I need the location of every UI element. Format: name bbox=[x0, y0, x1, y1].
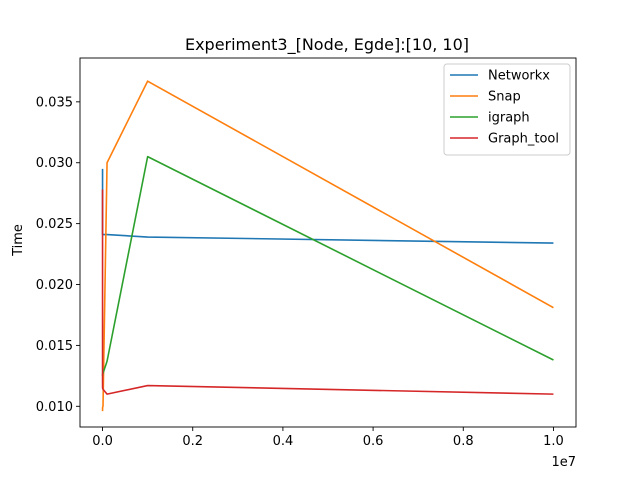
y-tick-label: 0.020 bbox=[36, 278, 73, 293]
legend-box bbox=[443, 63, 571, 156]
plot-frame bbox=[79, 57, 577, 428]
series-line-igraph bbox=[101, 155, 554, 376]
x-tick-label: 0.8 bbox=[453, 434, 474, 449]
x-tick-label: 0.4 bbox=[273, 434, 294, 449]
x-axis-offset-label: 1e7 bbox=[551, 455, 576, 470]
legend-label-graph-tool: Graph_tool bbox=[488, 132, 559, 147]
legend-label-igraph: igraph bbox=[488, 111, 530, 126]
chart-title: Experiment3_[Node, Egde]:[10, 10] bbox=[185, 35, 469, 55]
y-tick-label: 0.035 bbox=[36, 95, 73, 110]
x-tick-label: 0.6 bbox=[363, 434, 384, 449]
series-line-graph-tool bbox=[101, 189, 554, 395]
y-axis-title: Time bbox=[11, 224, 26, 257]
y-tick-label: 0.015 bbox=[36, 339, 73, 354]
y-tick-label: 0.030 bbox=[36, 156, 73, 171]
axes: 0.0 0.2 0.4 0.6 0.8 1.0 0.010 0.015 0.020 0.025 0.… bbox=[36, 57, 577, 449]
series-line-snap bbox=[101, 80, 554, 412]
legend-label-snap: Snap bbox=[488, 90, 521, 105]
x-tick-label: 1.0 bbox=[543, 434, 564, 449]
y-tick-label: 0.025 bbox=[36, 217, 73, 232]
series-line-networkx bbox=[101, 168, 554, 244]
y-tick-label: 0.010 bbox=[36, 400, 73, 415]
series-lines bbox=[101, 80, 554, 412]
x-tick-label: 0.0 bbox=[92, 434, 113, 449]
legend: Networkx Snap igraph Graph_tool bbox=[443, 63, 571, 156]
legend-label-networkx: Networkx bbox=[488, 69, 550, 84]
x-tick-label: 0.2 bbox=[182, 434, 203, 449]
